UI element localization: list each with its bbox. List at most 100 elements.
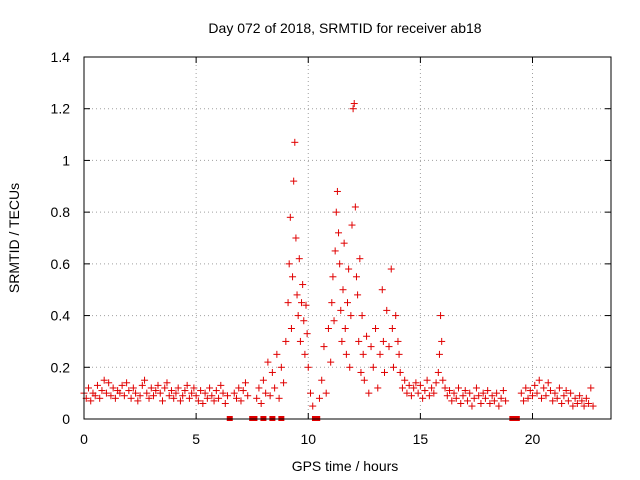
data-point	[105, 379, 113, 387]
data-point	[192, 392, 200, 400]
data-point	[359, 350, 367, 358]
data-point	[138, 381, 146, 389]
data-point	[337, 306, 345, 314]
data-point	[388, 325, 396, 332]
data-point	[291, 138, 299, 146]
data-point	[277, 363, 285, 371]
data-point	[477, 399, 485, 407]
data-point	[328, 299, 336, 307]
data-point	[232, 394, 240, 402]
data-point	[102, 389, 110, 397]
data-point	[468, 402, 476, 410]
data-point	[493, 389, 501, 397]
data-point	[428, 384, 436, 392]
data-point	[215, 394, 223, 402]
data-point	[356, 255, 364, 263]
data-point	[199, 399, 207, 407]
data-point	[396, 368, 404, 376]
y-tick-label: 1	[62, 152, 70, 168]
data-point	[294, 312, 302, 320]
data-point	[412, 379, 420, 387]
data-point	[580, 402, 588, 410]
x-tick-label: 0	[80, 431, 88, 447]
data-point	[443, 392, 451, 400]
data-point	[567, 389, 575, 397]
data-point	[571, 394, 579, 402]
data-point	[206, 384, 214, 392]
data-point	[430, 389, 438, 397]
data-point	[369, 363, 377, 371]
data-point	[331, 247, 339, 255]
data-point	[332, 208, 340, 216]
data-point	[350, 100, 358, 108]
data-point	[147, 384, 155, 392]
data-point	[244, 392, 252, 400]
data-point	[349, 105, 357, 113]
data-point	[309, 402, 317, 410]
data-point	[394, 337, 402, 345]
data-point	[459, 392, 467, 400]
data-point	[470, 394, 478, 402]
data-point	[118, 381, 126, 389]
data-point	[300, 317, 308, 325]
data-point	[379, 337, 387, 345]
y-tick-label: 1.4	[51, 49, 71, 65]
data-point	[578, 397, 586, 405]
data-point	[123, 379, 131, 387]
data-point	[163, 379, 171, 387]
data-point	[127, 394, 135, 402]
data-point	[188, 389, 196, 397]
data-point	[355, 337, 363, 345]
data-point	[141, 376, 149, 384]
data-point	[116, 389, 124, 397]
data-point	[262, 389, 270, 397]
data-point	[298, 299, 306, 307]
data-point	[174, 384, 182, 392]
data-point	[560, 392, 568, 400]
data-point	[111, 394, 119, 402]
data-point	[544, 379, 552, 387]
data-point	[520, 397, 528, 405]
data-point	[392, 312, 400, 320]
data-point	[558, 399, 566, 407]
data-point	[378, 286, 386, 294]
data-point	[434, 368, 442, 376]
data-point	[437, 312, 445, 320]
data-point	[150, 392, 158, 400]
data-point	[98, 387, 106, 395]
data-point	[241, 379, 249, 387]
data-point	[156, 389, 164, 397]
data-point	[576, 392, 584, 400]
data-point	[488, 392, 496, 400]
data-point	[129, 384, 137, 392]
data-point	[203, 394, 211, 402]
data-point	[84, 384, 92, 392]
data-point	[194, 397, 202, 405]
data-point	[330, 317, 338, 325]
data-point	[179, 392, 187, 400]
data-point	[398, 384, 406, 392]
data-point	[346, 363, 354, 371]
data-point	[303, 330, 311, 338]
data-point	[176, 397, 184, 405]
data-point	[255, 384, 263, 392]
data-point	[143, 389, 151, 397]
data-point	[183, 381, 191, 389]
data-point	[524, 394, 532, 402]
data-point	[170, 394, 178, 402]
data-point	[367, 343, 375, 351]
data-point	[273, 350, 281, 358]
data-point	[472, 384, 480, 392]
data-point	[347, 312, 355, 320]
data-point	[201, 389, 209, 397]
y-tick-label: 0	[62, 411, 70, 427]
data-point	[385, 343, 393, 351]
y-tick-label: 0.8	[51, 204, 71, 220]
data-point	[562, 387, 570, 395]
data-point	[374, 384, 382, 392]
data-point	[342, 350, 350, 358]
data-point	[324, 325, 332, 332]
data-point	[329, 273, 337, 281]
grid	[84, 57, 611, 419]
